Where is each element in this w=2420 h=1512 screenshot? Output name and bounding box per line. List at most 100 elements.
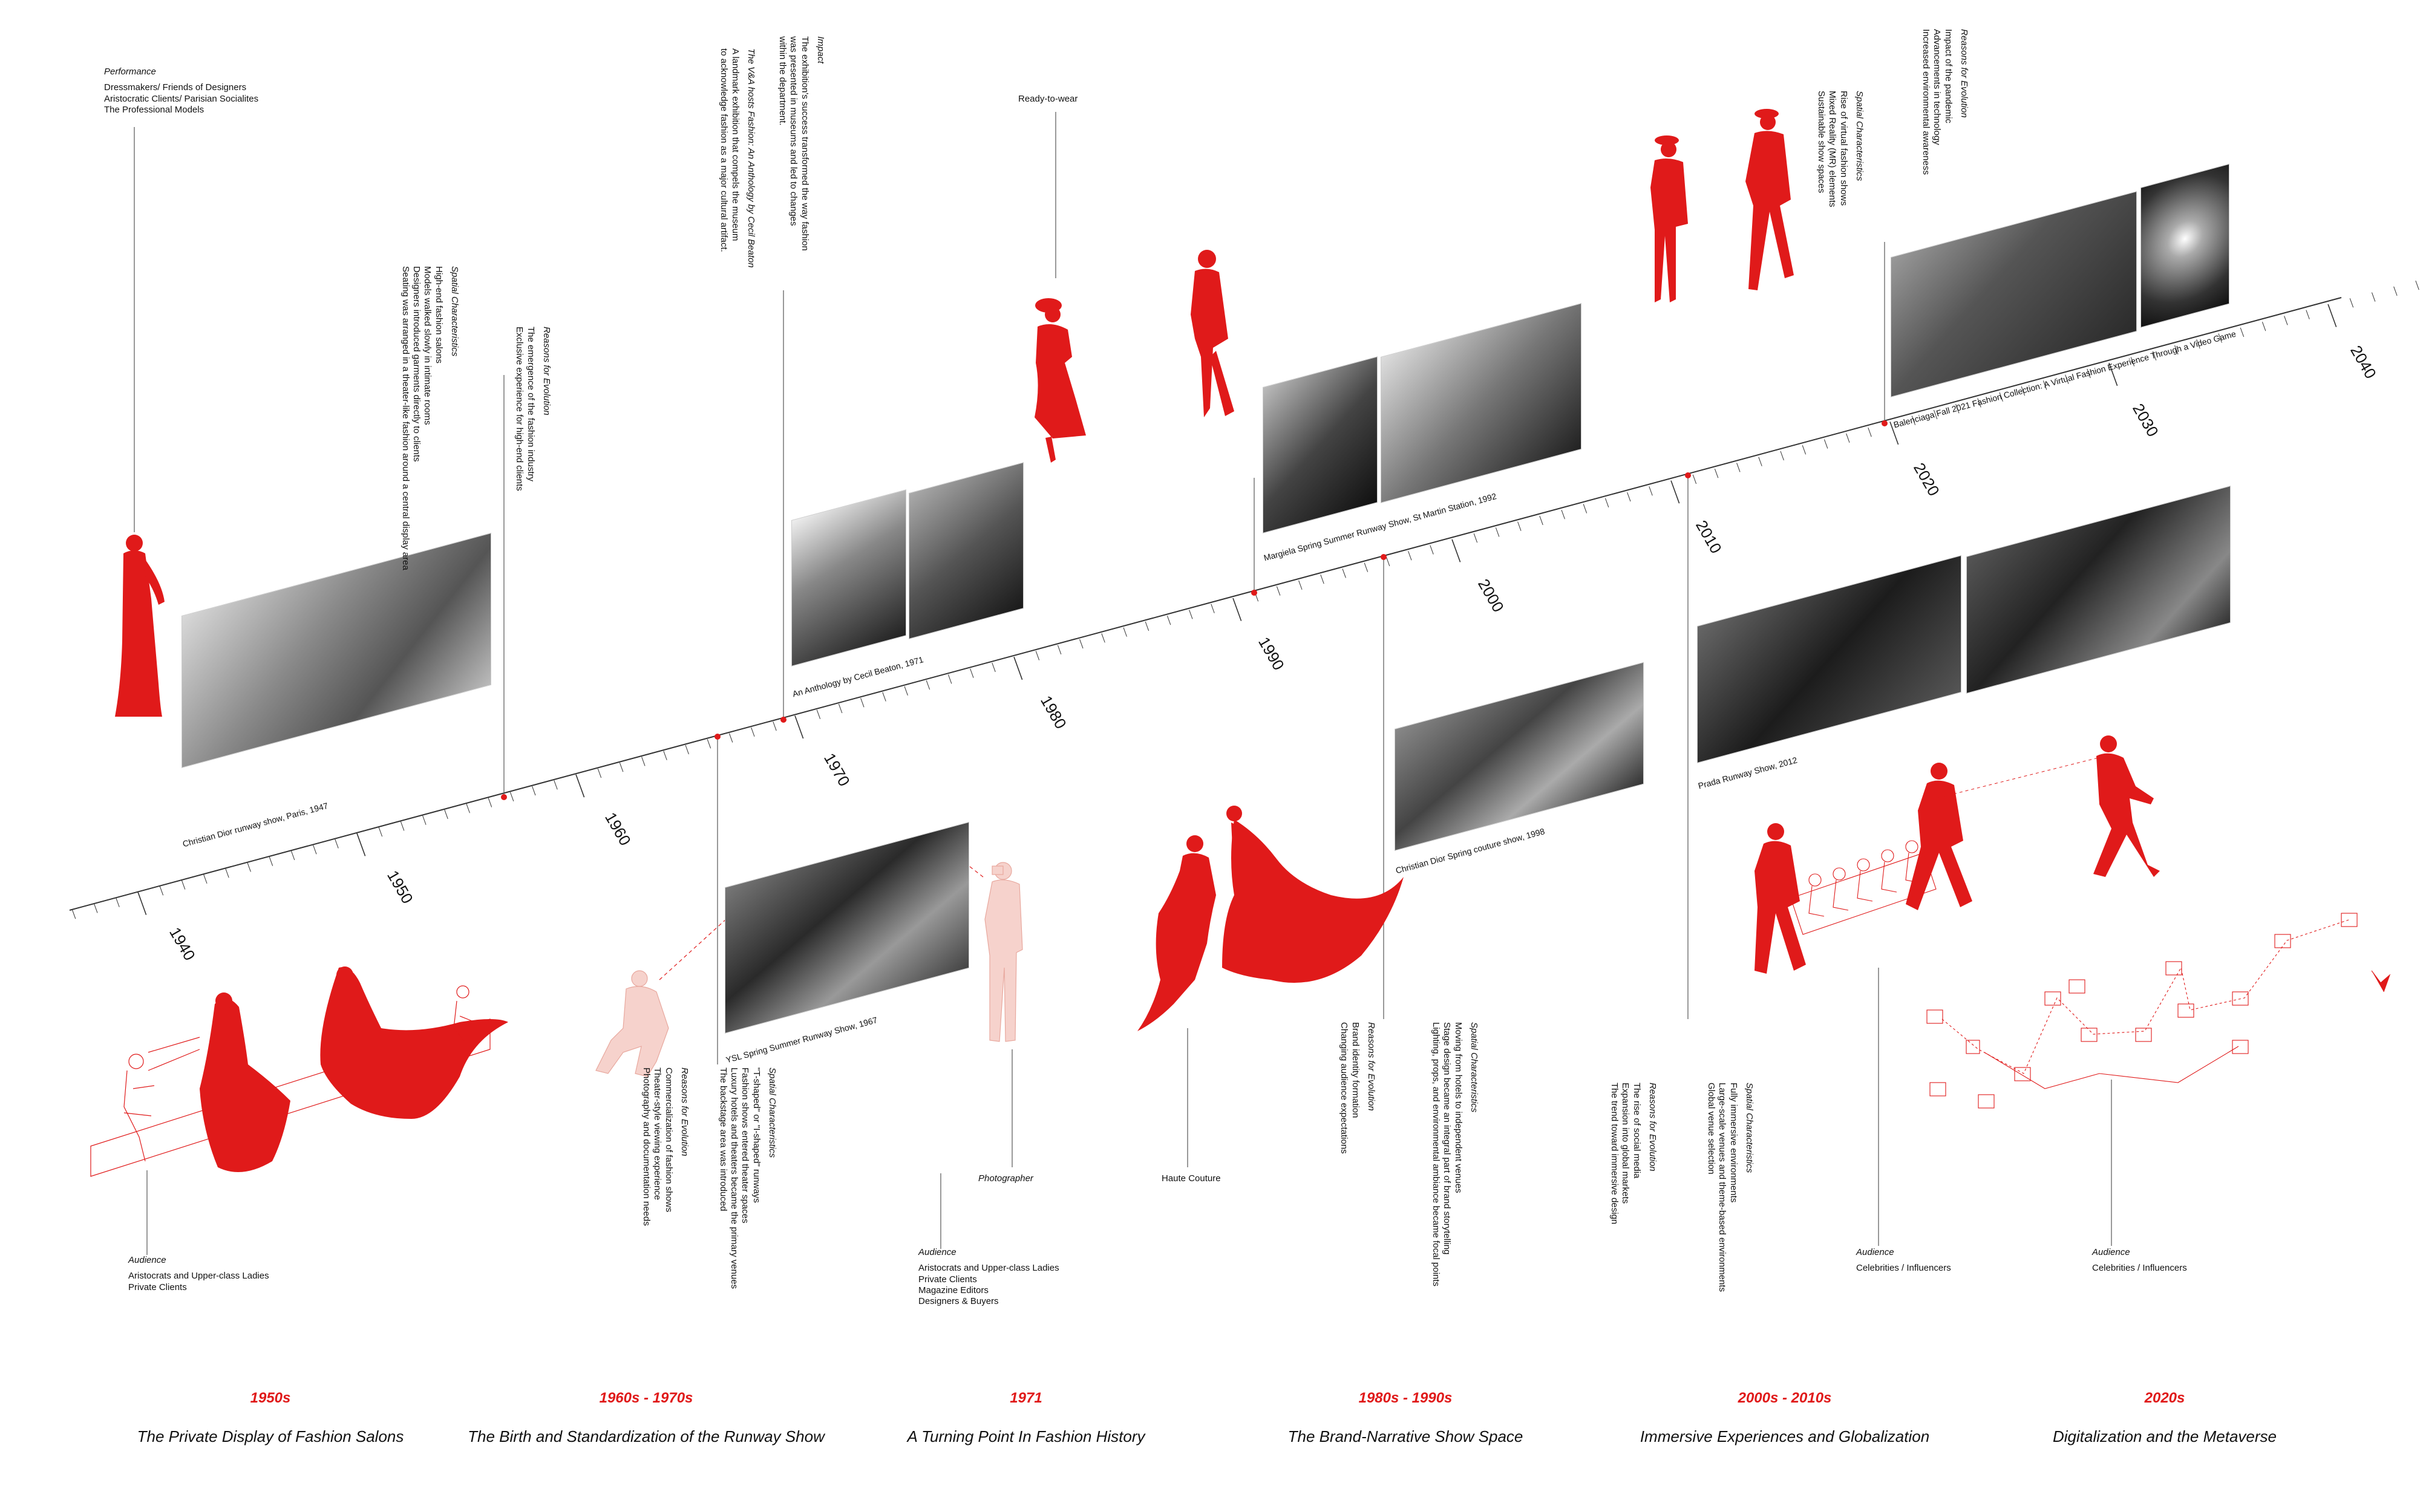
minor-tick (1385, 556, 1390, 567)
era-title-1971: A Turning Point In Fashion History (907, 1427, 1145, 1445)
spatial-line: Mixed Reality (MR) elements (1827, 91, 1838, 207)
haute-couture-label: Haute Couture (1162, 1173, 1221, 1184)
minor-tick (1408, 551, 1412, 561)
ready-to-wear-figure-icon (1035, 298, 1086, 463)
ball-gown-figures-icon (90, 966, 508, 1177)
marker-2010 (1685, 472, 1691, 478)
minor-tick (1342, 569, 1346, 578)
performance-line: Aristocratic Clients/ Parisian Socialite… (104, 93, 259, 104)
era-period-2000s-2010s: 2000s - 2010s (1738, 1390, 1832, 1406)
timeline-ticks (71, 280, 2419, 919)
minor-tick (532, 786, 536, 796)
minor-tick (225, 868, 229, 878)
audience-2020-note: Audience Celebrities / Influencers (2092, 1247, 2187, 1274)
minor-tick (970, 668, 974, 678)
minor-tick (1977, 398, 1981, 408)
minor-tick (203, 874, 208, 884)
minor-tick (1714, 468, 1719, 478)
era-title-2000s-2010s: Immersive Experiences and Globalization (1640, 1427, 1930, 1445)
minor-tick (2152, 351, 2157, 360)
reasons-line: Advancements in technology (1932, 29, 1943, 145)
minor-tick (1495, 527, 1500, 537)
minor-tick (2065, 374, 2069, 384)
minor-tick (1145, 621, 1150, 631)
audience-line: Magazine Editors (918, 1285, 989, 1295)
minor-tick (2306, 310, 2310, 319)
reasons-line: Exclusive experience for high-end client… (514, 327, 525, 491)
va-heading: The V&A hosts Fashion: An Anthology by C… (746, 48, 756, 268)
major-tick (1889, 422, 1899, 445)
reasons-heading: Reasons for Evolution (541, 327, 552, 415)
minor-tick (773, 721, 777, 731)
audience-line: Private Clients (128, 1282, 187, 1292)
audience-line: Aristocrats and Upper-class Ladies (128, 1271, 269, 1282)
reasons-heading: Reasons for Evolution (1647, 1083, 1658, 1171)
minor-tick (1933, 409, 1938, 420)
metaverse-avatars-icon (1926, 913, 2391, 1109)
minor-tick (1211, 604, 1215, 613)
minor-tick (1035, 651, 1040, 660)
brand-reasons-note: Reasons for Evolution Brand identity for… (1338, 1022, 1376, 1154)
photographer-label: Photographer (978, 1173, 1033, 1184)
spatial-line: Fully immersive environments (1728, 1083, 1739, 1203)
haute-couture-figure-icon (1137, 806, 1404, 1031)
audience-line: Celebrities / Influencers (1856, 1263, 1951, 1274)
audience-1971-note: Audience Aristocrats and Upper-class Lad… (918, 1247, 1059, 1307)
reasons-line: Changing audience expectations (1339, 1022, 1350, 1154)
minor-tick (71, 909, 76, 919)
spatial-heading: Spatial Characteristics (767, 1067, 777, 1158)
reasons-heading: Reasons for Evolution (679, 1067, 690, 1156)
seated-lady-outline-icon (123, 985, 476, 1162)
timeline-axis (69, 297, 2342, 911)
minor-tick (2393, 286, 2398, 296)
timeline-markers (501, 420, 1888, 800)
impact-note: Impact The exhibition's success transfor… (777, 36, 826, 251)
reasons-line: Photography and documentation needs (641, 1067, 652, 1226)
marker-1992 (1381, 554, 1387, 560)
spatial-line: Models walked slowly in intimate rooms (422, 266, 433, 425)
major-tick (575, 774, 585, 798)
reasons-line: Commercialization of fashion shows (663, 1067, 674, 1213)
global-spatial-note: Spatial Characteristics Fully immersive … (1705, 1083, 1754, 1292)
minor-tick (1123, 627, 1127, 637)
seated-crowd-outline-icon (1790, 840, 1937, 935)
photo-balenciaga-2021-b (2140, 163, 2229, 328)
leader-lines (134, 112, 2112, 1255)
reasons-line: The trend toward immersive design (1609, 1083, 1620, 1225)
minor-tick (313, 845, 317, 855)
audience-line: Aristocrats and Upper-class Ladies (918, 1263, 1059, 1274)
audience-heading: Audience (128, 1255, 166, 1265)
audience-heading: Audience (918, 1247, 957, 1257)
walking-figure-1990-icon (1191, 250, 1234, 417)
minor-tick (1430, 545, 1434, 555)
minor-tick (663, 751, 667, 760)
minor-tick (2371, 292, 2376, 302)
reasons-line: Expansion into global markets (1620, 1083, 1631, 1204)
spatial-line: Fashion shows entered theater spaces (740, 1067, 751, 1224)
minor-tick (1802, 445, 1807, 455)
salon-spatial-note: Spatial Characteristics High-end fashion… (400, 266, 460, 570)
photo-beaton-1971-a (791, 489, 906, 666)
minor-tick (816, 709, 821, 719)
spatial-line: Lighting, props, and environmental ambia… (1431, 1022, 1442, 1286)
audience-1950-note: Audience Aristocrats and Upper-class Lad… (128, 1255, 269, 1293)
minor-tick (444, 809, 448, 820)
minor-tick (1517, 521, 1522, 531)
spatial-line: Global venue selection (1706, 1083, 1717, 1175)
minor-tick (597, 768, 602, 778)
audience-line: Private Clients (918, 1274, 977, 1285)
minor-tick (641, 757, 646, 766)
reasons-heading: Reasons for Evolution (1959, 29, 1969, 118)
minor-tick (728, 733, 733, 743)
minor-tick (466, 804, 470, 813)
major-tick (356, 833, 366, 856)
minor-tick (2415, 280, 2419, 290)
era-period-1950s: 1950s (250, 1390, 291, 1406)
minor-tick (554, 780, 558, 790)
minor-tick (2130, 357, 2135, 367)
spatial-heading: Spatial Characteristics (1744, 1083, 1754, 1173)
minor-tick (1911, 415, 1916, 425)
minor-tick (685, 745, 689, 755)
minor-tick (1736, 463, 1741, 472)
